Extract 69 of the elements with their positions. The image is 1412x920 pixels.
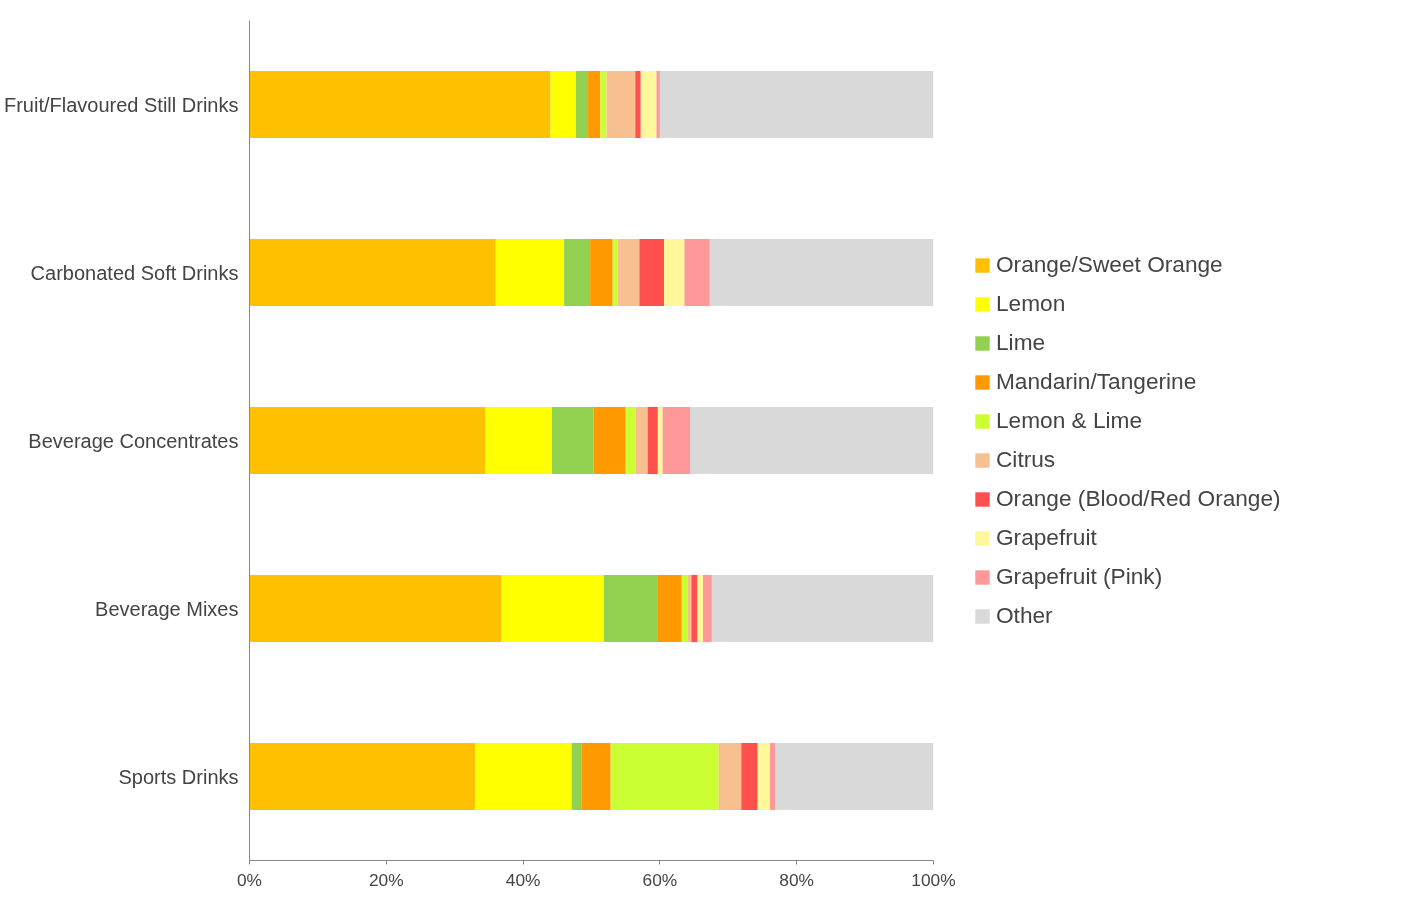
bar [635,406,648,475]
legend-label: Orange/Sweet Orange [996,251,1223,278]
legend-label: Mandarin/Tangerine [996,368,1197,395]
bar [249,238,496,307]
bar [485,406,552,475]
bar [659,70,934,139]
legend-label: Grapefruit (Pink) [996,563,1163,590]
y-tick-label: Beverage Mixes [95,597,239,620]
bar [684,238,710,307]
bar [635,70,641,139]
legend-label: Orange (Blood/Red Orange) [996,485,1281,512]
y-tick-label: Beverage Concentrates [28,429,239,452]
x-tick-label: 80% [779,869,815,890]
x-tick-label: 100% [911,869,956,890]
bar [662,406,690,475]
bar [564,238,591,307]
bar [475,742,572,811]
bar [718,742,742,811]
legend-label: Grapefruit [996,524,1097,551]
bar [657,574,682,643]
bar [681,574,688,643]
bar [617,238,640,307]
x-tick-label: 0% [236,869,263,890]
bar [571,742,582,811]
bar [249,406,486,475]
bar [697,574,703,643]
bar [775,742,934,811]
bar [590,238,613,307]
bar [657,406,663,475]
bar [690,406,934,475]
bar [249,742,476,811]
bar [625,406,636,475]
bar [593,406,626,475]
bar [640,70,657,139]
bar [664,238,685,307]
bar [550,70,576,139]
legend-label: Citrus [996,446,1056,473]
bar [606,70,636,139]
bar [711,574,934,643]
bar [647,406,658,475]
bar [741,742,758,811]
bar [603,574,658,643]
legend-label: Lemon & Lime [996,407,1143,434]
legend-label: Lime [996,329,1046,356]
x-tick-label: 60% [642,869,678,890]
bar [501,574,604,643]
bar [709,238,934,307]
bar [757,742,771,811]
bar [249,574,502,643]
bar [610,742,719,811]
bar [575,70,589,139]
bar [702,574,712,643]
legend-label: Lemon [996,290,1066,317]
bar [639,238,664,307]
y-tick-label: Fruit/Flavoured Still Drinks [4,93,239,116]
x-tick-label: 20% [368,869,404,890]
bar [495,238,565,307]
bar [249,70,551,139]
y-tick-label: Sports Drinks [118,765,239,788]
bar [770,742,776,811]
bar [600,70,607,139]
x-tick-label: 40% [505,869,541,890]
y-tick-label: Carbonated Soft Drinks [30,261,239,284]
bar [581,742,611,811]
legend-label: Other [996,602,1053,629]
bar [691,574,698,643]
bar [588,70,601,139]
bar [551,406,594,475]
bar [656,70,660,139]
